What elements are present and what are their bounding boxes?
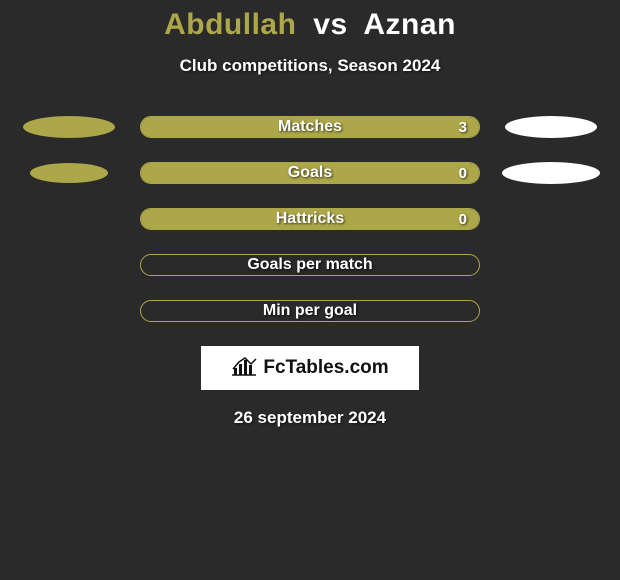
right-slot [496,208,606,230]
stat-row: Goals per match [0,254,620,276]
left-slot [14,116,124,138]
stat-label: Matches [141,117,479,137]
date-line: 26 september 2024 [0,408,620,428]
player1-name: Abdullah [164,8,296,41]
stat-value: 0 [459,209,467,229]
stat-row: Hattricks0 [0,208,620,230]
player2-marker [502,162,600,184]
right-slot [496,254,606,276]
logo-box[interactable]: FcTables.com [201,346,419,390]
left-slot [14,300,124,322]
subtitle: Club competitions, Season 2024 [0,56,620,76]
left-slot [14,208,124,230]
stat-bar: Matches3 [140,116,480,138]
right-slot [496,300,606,322]
stat-label: Goals [141,163,479,183]
stat-bar: Goals per match [140,254,480,276]
stat-bar: Goals0 [140,162,480,184]
stat-row: Matches3 [0,116,620,138]
stat-label: Goals per match [141,255,479,275]
right-slot [496,116,606,138]
player1-marker [30,163,108,183]
left-slot [14,254,124,276]
stat-value: 3 [459,117,467,137]
player2-name: Aznan [363,8,456,41]
h2h-infographic: Abdullah vs Aznan Club competitions, Sea… [0,0,620,428]
stat-bar: Hattricks0 [140,208,480,230]
right-slot [496,162,606,184]
left-slot [14,162,124,184]
logo-text: FcTables.com [263,357,388,379]
player2-marker [505,116,597,138]
stat-row: Goals0 [0,162,620,184]
stat-label: Hattricks [141,209,479,229]
page-title: Abdullah vs Aznan [0,8,620,42]
player1-marker [23,116,115,138]
stat-bar: Min per goal [140,300,480,322]
stat-value: 0 [459,163,467,183]
stat-rows: Matches3Goals0Hattricks0Goals per matchM… [0,116,620,322]
chart-bars-icon [231,356,257,381]
stat-row: Min per goal [0,300,620,322]
logo-content: FcTables.com [231,356,388,381]
vs-label: vs [313,8,347,41]
stat-label: Min per goal [141,301,479,321]
